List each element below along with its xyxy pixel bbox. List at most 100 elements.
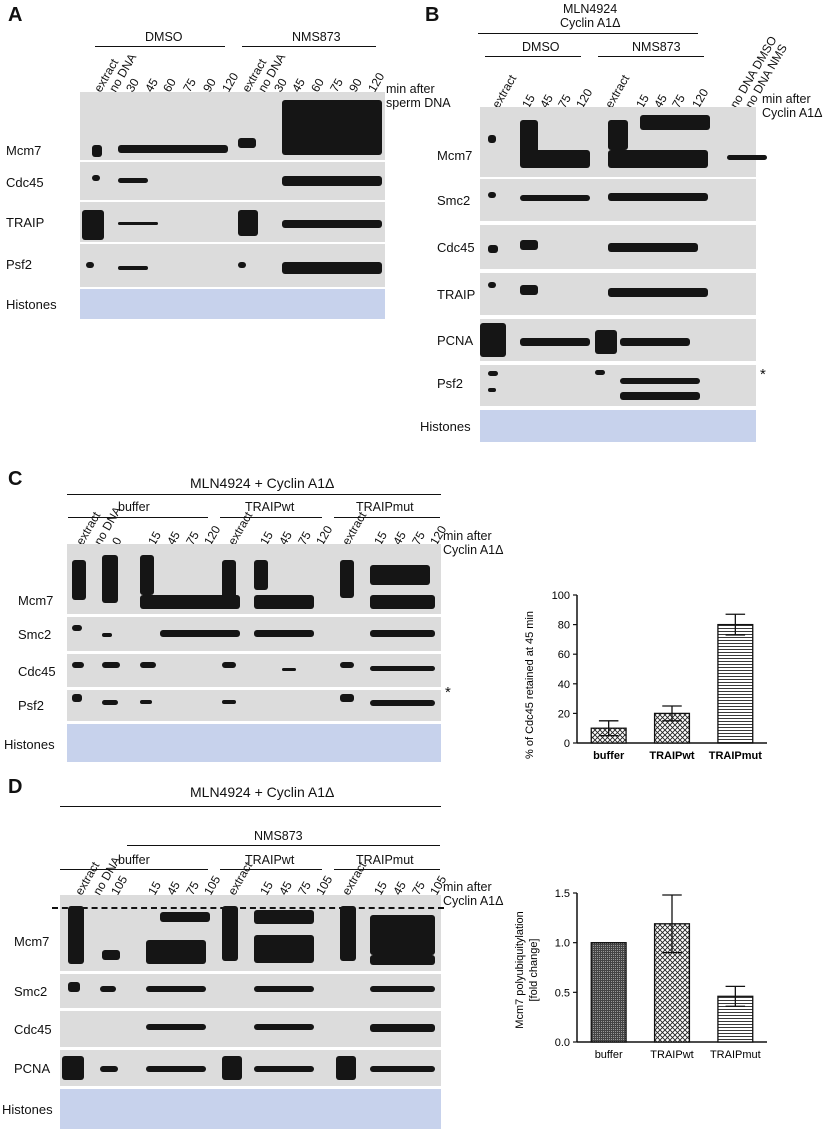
panel-a-histones-blot: [80, 289, 385, 319]
blot-band: [140, 700, 152, 704]
blot-band: [254, 986, 314, 992]
blot-band: [520, 195, 590, 201]
blot-band: [160, 912, 210, 922]
blot-band: [340, 662, 354, 668]
panel-d-wt-line: [220, 869, 322, 870]
blot-band: [370, 630, 435, 637]
panel-b-row-histones: Histones: [420, 419, 471, 434]
panel-d-row-pcna: PCNA: [14, 1061, 51, 1076]
blot-band: [118, 222, 158, 225]
panel-d-wt-lane-0: extract: [225, 859, 256, 898]
blot-band: [370, 595, 435, 609]
panel-c-mut-line: [334, 517, 440, 518]
panel-b-group-dmso: DMSO: [522, 40, 560, 54]
panel-a-label: A: [8, 4, 23, 26]
blot-band: [238, 210, 258, 236]
y-tick-label: 1.0: [555, 938, 570, 950]
category-label-TRAIPmut: TRAIPmut: [709, 750, 763, 762]
panel-d-subheader: NMS873: [254, 829, 303, 843]
blot-band: [146, 940, 206, 964]
y-tick-label: 0.0: [555, 1037, 570, 1049]
y-tick-label: 0.5: [555, 987, 570, 999]
y-tick-label: 40: [558, 679, 570, 691]
panel-b-row-cdc45: Cdc45: [437, 240, 475, 255]
panel-d-row-smc2: Smc2: [14, 984, 48, 999]
panel-c-wt-line: [220, 517, 322, 518]
blot-band: [222, 1056, 242, 1080]
panel-d-wt-lane-4: 105: [313, 873, 336, 898]
panel-d-histones-blot: [60, 1089, 441, 1129]
panel-a-row-traip: TRAIP: [6, 215, 45, 230]
blot-band: [72, 694, 82, 702]
panel-c-mut-lane-0: extract: [339, 509, 370, 548]
blot-band: [140, 662, 156, 668]
blot-band: [727, 155, 767, 160]
blot-band: [254, 560, 268, 590]
y-tick-label: 100: [552, 590, 570, 602]
blot-band: [370, 955, 435, 965]
panel-b-row-psf2: Psf2: [437, 376, 464, 391]
blot-band: [254, 910, 314, 924]
panel-d-row-cdc45: Cdc45: [14, 1022, 52, 1037]
blot-band: [254, 935, 314, 963]
panel-d-time-note-2: Cyclin A1Δ: [443, 894, 504, 908]
panel-b-header-1: MLN4924: [563, 2, 618, 16]
blot-band: [102, 700, 118, 705]
blot-band: [370, 700, 435, 706]
blot-band: [340, 906, 356, 961]
blot-band: [146, 1066, 206, 1072]
blot-band: [254, 630, 314, 637]
panel-b-nms-lane-0: extract: [602, 72, 633, 111]
category-label-TRAIPmut: TRAIPmut: [710, 1049, 761, 1061]
panel-a-dmso-lane-7: 120: [219, 70, 242, 95]
blot-band: [620, 378, 700, 384]
blot-band: [118, 266, 148, 270]
panel-d-buffer-lane-6: 105: [201, 873, 224, 898]
blot-band: [118, 178, 148, 183]
y-tick-label: 20: [558, 708, 570, 720]
panel-c-time-note-1: min after: [443, 529, 492, 543]
blot-band: [608, 120, 628, 150]
panel-b-row-pcna: PCNA: [437, 333, 474, 348]
mcm7-polyubiquitylation-chart: Mcm7 polyubiquitylation [fold change] 0.…: [514, 888, 767, 1061]
chart-d-ylabel-2: [fold change]: [528, 939, 540, 1002]
blot-band: [282, 220, 382, 228]
blot-band: [72, 560, 86, 600]
panel-c-label: C: [8, 468, 23, 490]
panel-c-group-wt: TRAIPwt: [245, 500, 295, 514]
panel-b-row-smc2: Smc2: [437, 193, 471, 208]
chart-d-bars: buffer TRAIPwt TRAIPmut: [590, 894, 761, 1061]
blot-band: [480, 323, 506, 357]
blot-band: [520, 150, 590, 168]
panel-c-row-mcm7: Mcm7: [18, 593, 54, 608]
blot-band: [68, 982, 80, 992]
panel-a-dmso-line: [95, 46, 225, 47]
blot-band: [72, 662, 84, 668]
panel-c-group-buffer: buffer: [118, 500, 150, 514]
blot-band: [102, 555, 118, 603]
blot-band: [488, 135, 496, 143]
panel-a-row-cdc45: Cdc45: [6, 175, 44, 190]
blot-band: [640, 115, 710, 130]
blot-band: [520, 338, 590, 346]
blot-band: [520, 285, 538, 295]
blot-band: [222, 700, 236, 704]
blot-band: [282, 668, 296, 671]
blot-band: [100, 986, 116, 992]
blot-band: [92, 145, 102, 157]
blot-band: [254, 595, 314, 609]
blot-band: [72, 625, 82, 631]
panel-c-buffer-line: [68, 517, 208, 518]
panel-c-group-mut: TRAIPmut: [356, 500, 414, 514]
panel-c-row-histones: Histones: [4, 737, 55, 752]
blot-band: [488, 192, 496, 198]
blot-band: [282, 100, 382, 155]
panel-b-psf2-blot: [480, 365, 756, 406]
panel-d-time-note-1: min after: [443, 880, 492, 894]
panel-a-row-histones: Histones: [6, 297, 57, 312]
blot-band: [102, 950, 120, 960]
blot-band: [608, 150, 708, 168]
panel-d-group-wt: TRAIPwt: [245, 853, 295, 867]
blot-band: [488, 371, 498, 376]
panel-d-row-histones: Histones: [2, 1102, 53, 1117]
